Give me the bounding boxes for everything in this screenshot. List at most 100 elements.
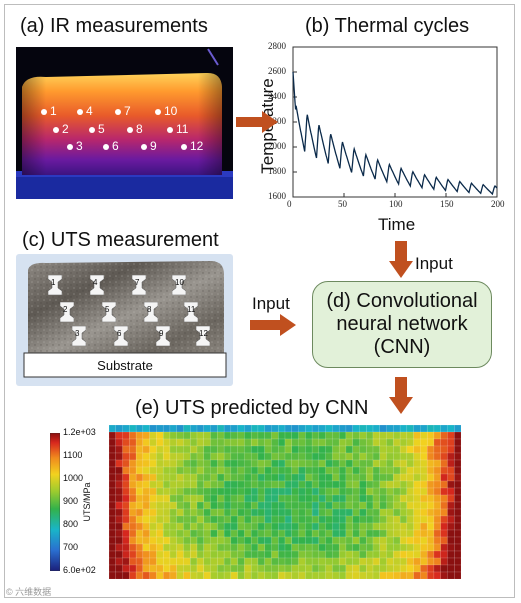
heatmap-cell [447,438,455,447]
heatmap-cell [250,494,259,503]
heatmap-cell [264,536,272,545]
heatmap-cell [149,431,157,440]
ir-point-dot [67,144,73,150]
heatmap-cell [142,487,150,496]
heatmap-cell [169,508,177,517]
heatmap-cell [447,557,455,566]
heatmap-cell [129,529,137,538]
heatmap-cell [454,431,461,440]
heatmap-cell [379,459,387,468]
heatmap-cell [359,452,367,461]
heatmap-cell [196,515,205,524]
heatmap-cell [447,466,455,475]
heatmap-cell [162,480,171,489]
heatmap-cell [230,508,238,517]
heatmap-cell [250,522,259,531]
heatmap-cell [325,480,333,489]
heatmap-cell [413,459,421,468]
heatmap-cell [122,466,130,475]
specimen-label: 12 [199,329,208,338]
cnn-line-1: (d) Convolutional [326,290,478,312]
heatmap-cell [284,508,293,517]
heatmap-cell [264,459,272,468]
heatmap-cell [366,431,374,440]
heatmap-cell [352,522,360,531]
heatmap-cell [338,473,347,482]
heatmap-cell [345,445,353,454]
heatmap-cell [156,564,164,573]
heatmap-cell [142,438,150,447]
heatmap-cell [359,508,367,517]
heatmap-cell [230,550,238,559]
heatmap-cell [183,480,191,489]
heatmap-cell [440,564,448,573]
heatmap-cell [156,501,164,510]
heatmap-cell [278,459,286,468]
heatmap-cell [237,543,245,552]
heatmap-cell [183,438,191,447]
heatmap-cell [217,452,225,461]
heatmap-cell [399,536,408,545]
heatmap-cell [203,550,211,559]
heatmap-cell [142,480,150,489]
heatmap-cell [447,487,455,496]
heatmap-cell [284,473,293,482]
heatmap-cell [454,508,461,517]
heatmap-cell [237,480,245,489]
heatmap-cell [149,494,157,503]
heatmap-cell [332,536,340,545]
heatmap-cell [190,445,198,454]
heatmap-cell [183,466,191,475]
heatmap-cell [305,445,313,454]
heatmap-cell [386,445,394,454]
heatmap-cell [433,494,441,503]
heatmap-cell [278,480,286,489]
heatmap-cell [393,536,401,545]
heatmap-cell [447,452,455,461]
heatmap-cell [433,445,441,454]
heatmap-cell [271,515,279,524]
specimen-label: 10 [175,278,184,287]
heatmap-cell [217,571,225,579]
heatmap-cell [122,536,130,545]
heatmap-cell [291,515,299,524]
heatmap-cell [162,515,171,524]
heatmap-cell [332,508,340,517]
heatmap-cell [325,571,333,579]
heatmap-cell [284,571,293,579]
heatmap-cell [318,487,326,496]
heatmap-cell [162,494,171,503]
heatmap-cell [271,571,279,579]
heatmap-cell [135,550,144,559]
heatmap-cell [386,487,394,496]
y-tick-label: 2400 [268,91,286,101]
heatmap-cell [122,425,130,433]
heatmap-cell [379,522,387,531]
heatmap-cell [345,536,353,545]
heatmap-cell [230,529,238,538]
heatmap-cell [311,550,320,559]
heatmap-cell [129,487,137,496]
colorbar-tick-label: 800 [63,519,79,529]
ir-point-label: 8 [136,122,143,136]
heatmap-cell [149,480,157,489]
heatmap-cell [115,571,123,579]
heatmap-cell [372,557,381,566]
heatmap-cell [190,508,198,517]
heatmap-cell [359,431,367,440]
heatmap-cell [217,445,225,454]
heatmap-cell [190,515,198,524]
heatmap-cell [210,431,218,440]
heatmap-cell [135,459,144,468]
heatmap-cell [291,466,299,475]
heatmap-cell [271,543,279,552]
heatmap-cell [217,494,225,503]
heatmap-cell [325,501,333,510]
heatmap-cell [291,438,299,447]
heatmap-cell [359,522,367,531]
heatmap-cell [338,557,347,566]
heatmap-cell [223,494,232,503]
heatmap-cell [298,571,306,579]
heatmap-cell [183,557,191,566]
heatmap-cell [420,522,428,531]
